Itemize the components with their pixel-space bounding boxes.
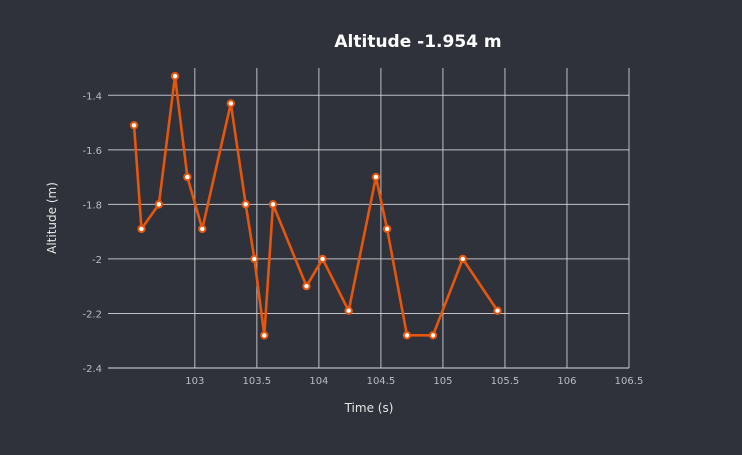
y-tick-label: -1.6: [82, 146, 102, 157]
data-point: [250, 254, 259, 264]
x-tick-label: 103.5: [243, 376, 272, 387]
data-point: [371, 172, 381, 182]
data-point: [260, 331, 269, 340]
data-point: [428, 331, 438, 340]
data-point: [318, 254, 327, 264]
y-tick-label: -1.8: [82, 200, 102, 211]
data-point: [183, 172, 192, 182]
x-tick-label: 105.5: [491, 376, 520, 387]
data-point: [302, 281, 311, 291]
data-point: [402, 331, 412, 340]
x-tick-label: 106.5: [615, 376, 644, 387]
data-point: [137, 224, 146, 234]
data-point: [198, 224, 207, 234]
data-point: [268, 200, 278, 209]
x-axis-label: Time (s): [344, 401, 394, 415]
data-point: [241, 200, 250, 209]
data-point: [458, 254, 467, 264]
x-tick-label: 106: [557, 376, 576, 387]
series-layer: [129, 71, 502, 340]
x-tick-label: 104: [309, 376, 328, 387]
x-tick-label: 104.5: [367, 376, 396, 387]
y-axis-label: Altitude (m): [45, 182, 59, 254]
y-tick-label: -2: [92, 255, 102, 266]
series-line-altitude: [132, 74, 499, 337]
data-point: [382, 224, 392, 234]
y-tick-label: -2.2: [82, 309, 102, 320]
data-point: [170, 71, 180, 81]
x-tick-label: 105: [433, 376, 452, 387]
x-tick-label: 103: [185, 376, 204, 387]
data-point: [344, 306, 353, 315]
y-tick-label: -2.4: [82, 364, 102, 375]
data-point: [226, 99, 236, 108]
data-point: [493, 306, 502, 315]
data-point: [129, 121, 139, 130]
tick-layer: 103 103.5 104 104.5 105 105.5 106 106.5 -1.4 -1.6…: [82, 91, 643, 387]
chart-title: Altitude -1.954 m: [334, 32, 501, 52]
y-tick-label: -1.4: [82, 91, 102, 102]
data-point: [154, 200, 164, 209]
